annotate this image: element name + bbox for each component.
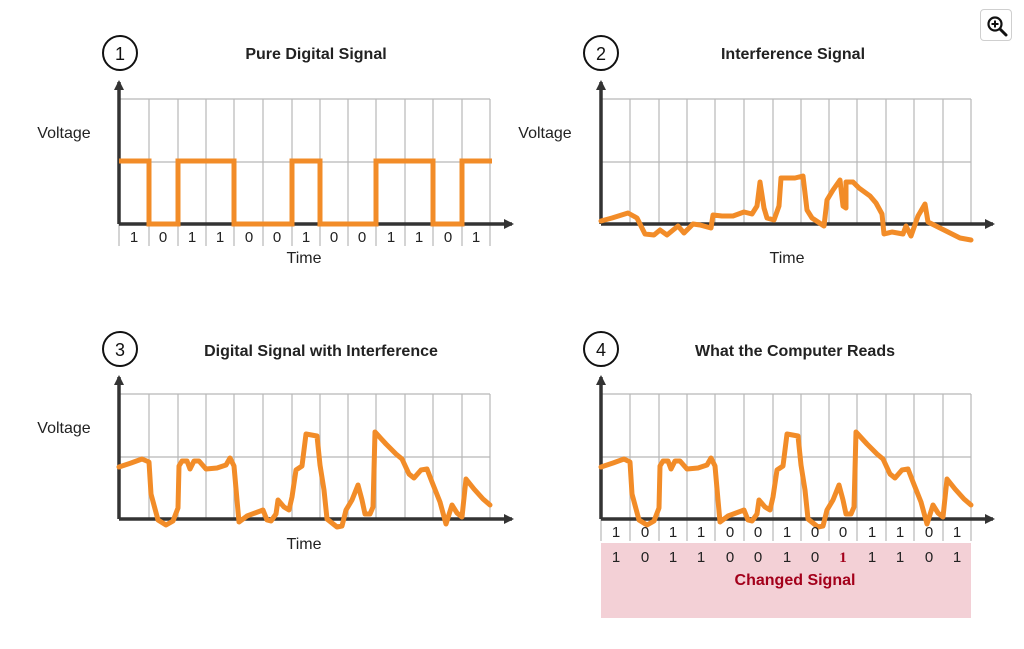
read-bit-label: 1 xyxy=(953,549,961,566)
panel-4-number-badge xyxy=(583,331,619,367)
bit-label: 1 xyxy=(188,229,196,246)
bit-label: 1 xyxy=(216,229,224,246)
panel-1-number: 1 xyxy=(115,44,125,64)
panel-3-xlabel: Time xyxy=(287,536,322,553)
bit-label: 0 xyxy=(839,524,847,541)
read-bit-label: 1 xyxy=(783,549,791,566)
bit-label: 0 xyxy=(330,229,338,246)
panel-2-axes xyxy=(596,80,995,229)
panel-3-title: Digital Signal with Interference xyxy=(204,343,438,360)
changed-signal-label: Changed Signal xyxy=(735,572,856,589)
panel-2-number: 2 xyxy=(596,44,606,64)
bit-label: 0 xyxy=(641,524,649,541)
read-bit-label: 1 xyxy=(669,549,677,566)
panel-3-noisy-signal xyxy=(116,429,493,530)
panel-1-title: Pure Digital Signal xyxy=(245,46,386,63)
bit-label: 1 xyxy=(868,524,876,541)
panel-2-grid xyxy=(601,98,972,224)
bit-label: 0 xyxy=(754,524,762,541)
bit-label: 1 xyxy=(387,229,395,246)
bit-label: 1 xyxy=(612,524,620,541)
panel-4-read-bits: 1 0 1 1 0 0 1 0 1 1 1 0 1 xyxy=(612,549,961,566)
bit-label: 1 xyxy=(953,524,961,541)
bit-label: 0 xyxy=(245,229,253,246)
bit-label: 1 xyxy=(896,524,904,541)
panel-2: 2 Interference Signal Voltage Time xyxy=(518,35,995,267)
panel-2-interference-signal xyxy=(598,173,974,243)
panel-2-ylabel: Voltage xyxy=(518,125,571,142)
panel-3-number-badge xyxy=(102,331,138,367)
bit-label: 1 xyxy=(130,229,138,246)
changed-bit-label: 1 xyxy=(839,550,847,566)
panel-4-original-bits: 1 0 1 1 0 0 1 0 0 1 1 0 1 xyxy=(612,524,961,541)
read-bit-label: 1 xyxy=(896,549,904,566)
bit-label: 0 xyxy=(358,229,366,246)
panel-4-title: What the Computer Reads xyxy=(695,343,895,360)
bit-label: 1 xyxy=(783,524,791,541)
read-bit-label: 0 xyxy=(754,549,762,566)
panel-1-bits: 1 0 1 1 0 0 1 0 0 1 1 0 1 xyxy=(130,229,480,246)
panel-4-number: 4 xyxy=(596,340,606,360)
bit-label: 1 xyxy=(472,229,480,246)
panel-1-xlabel: Time xyxy=(287,250,322,267)
panel-2-title: Interference Signal xyxy=(721,46,865,63)
changed-signal-box xyxy=(601,543,971,618)
read-bit-label: 0 xyxy=(641,549,649,566)
panel-2-number-badge xyxy=(583,35,619,71)
bit-label: 0 xyxy=(273,229,281,246)
panel-1-ylabel: Voltage xyxy=(37,125,90,142)
read-bit-label: 0 xyxy=(726,549,734,566)
bit-label: 0 xyxy=(444,229,452,246)
panel-2-xlabel: Time xyxy=(770,250,805,267)
bit-label: 1 xyxy=(302,229,310,246)
bit-label: 1 xyxy=(415,229,423,246)
bit-label: 0 xyxy=(726,524,734,541)
panel-4: 1 0 1 1 0 0 1 0 0 1 1 0 1 1 0 1 1 0 0 xyxy=(583,331,995,618)
read-bit-label: 1 xyxy=(612,549,620,566)
bit-label: 0 xyxy=(925,524,933,541)
read-bit-label: 0 xyxy=(925,549,933,566)
panel-1-number-badge xyxy=(102,35,138,71)
zoom-in-icon xyxy=(987,16,1008,37)
read-bit-label: 1 xyxy=(697,549,705,566)
zoom-in-button[interactable] xyxy=(980,9,1012,41)
bit-label: 1 xyxy=(697,524,705,541)
panel-3: 3 Digital Signal with Interference Volta… xyxy=(37,331,514,553)
panel-1: 1 0 1 1 0 0 1 0 0 1 1 0 1 1 Pure Digital… xyxy=(37,35,514,267)
panel-4-read-signal xyxy=(598,429,974,530)
bit-label: 1 xyxy=(669,524,677,541)
panel-3-number: 3 xyxy=(115,340,125,360)
read-bit-label: 1 xyxy=(868,549,876,566)
read-bit-label: 0 xyxy=(811,549,819,566)
bit-label: 0 xyxy=(159,229,167,246)
panel-3-ylabel: Voltage xyxy=(37,420,90,437)
bit-label: 0 xyxy=(811,524,819,541)
panel-1-pure-signal xyxy=(119,158,492,227)
